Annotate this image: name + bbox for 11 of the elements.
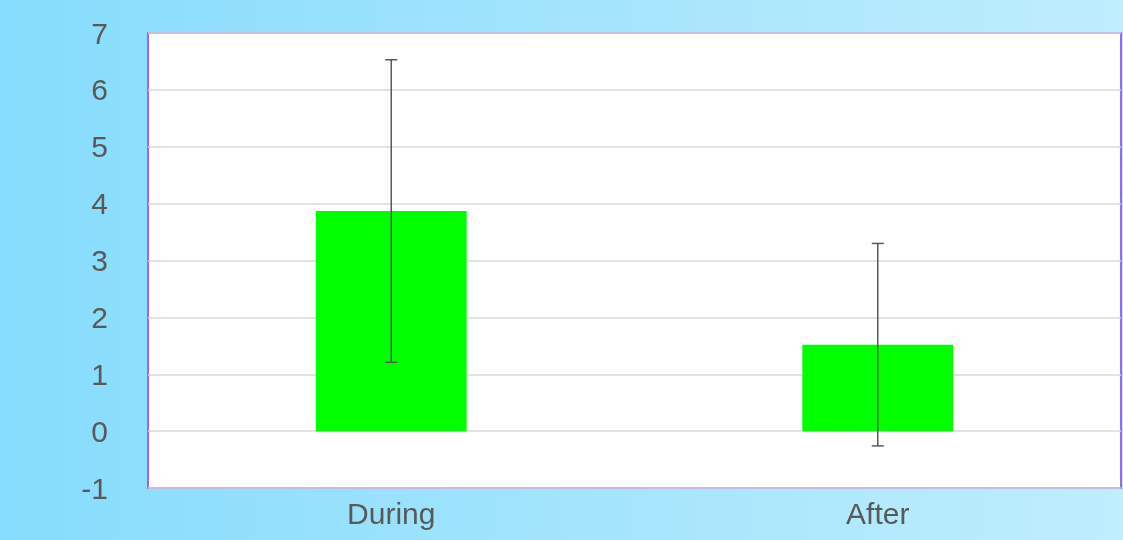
x-tick-label: After (846, 496, 910, 530)
x-tick-label: During (347, 496, 436, 530)
y-tick-label: 0 (91, 414, 108, 448)
y-tick-label: 4 (91, 187, 108, 221)
y-tick-label: 5 (91, 130, 108, 164)
y-tick-label: 3 (91, 244, 108, 277)
y-tick-label: 1 (91, 357, 108, 391)
y-tick-label: 7 (91, 16, 108, 50)
y-tick-label: -1 (81, 471, 108, 505)
y-tick-label: 2 (91, 300, 108, 334)
y-tick-label: 6 (91, 73, 108, 107)
